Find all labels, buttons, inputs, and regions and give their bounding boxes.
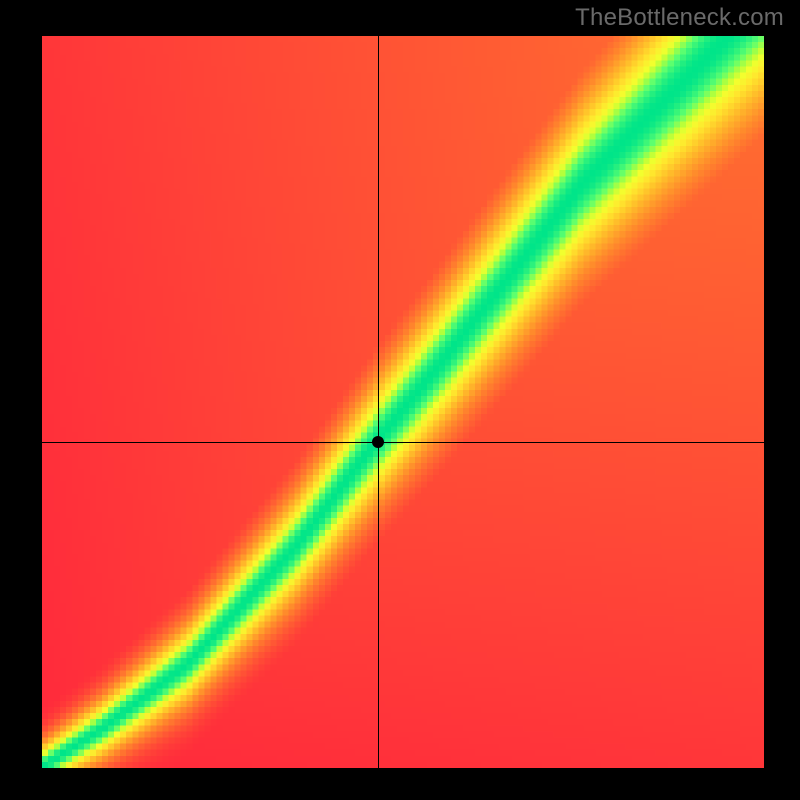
watermark-text: TheBottleneck.com <box>575 4 784 32</box>
crosshair-horizontal <box>42 442 764 443</box>
crosshair-vertical <box>378 36 379 768</box>
heatmap-canvas <box>42 36 764 768</box>
plot-area <box>42 36 764 768</box>
crosshair-marker <box>372 436 384 448</box>
